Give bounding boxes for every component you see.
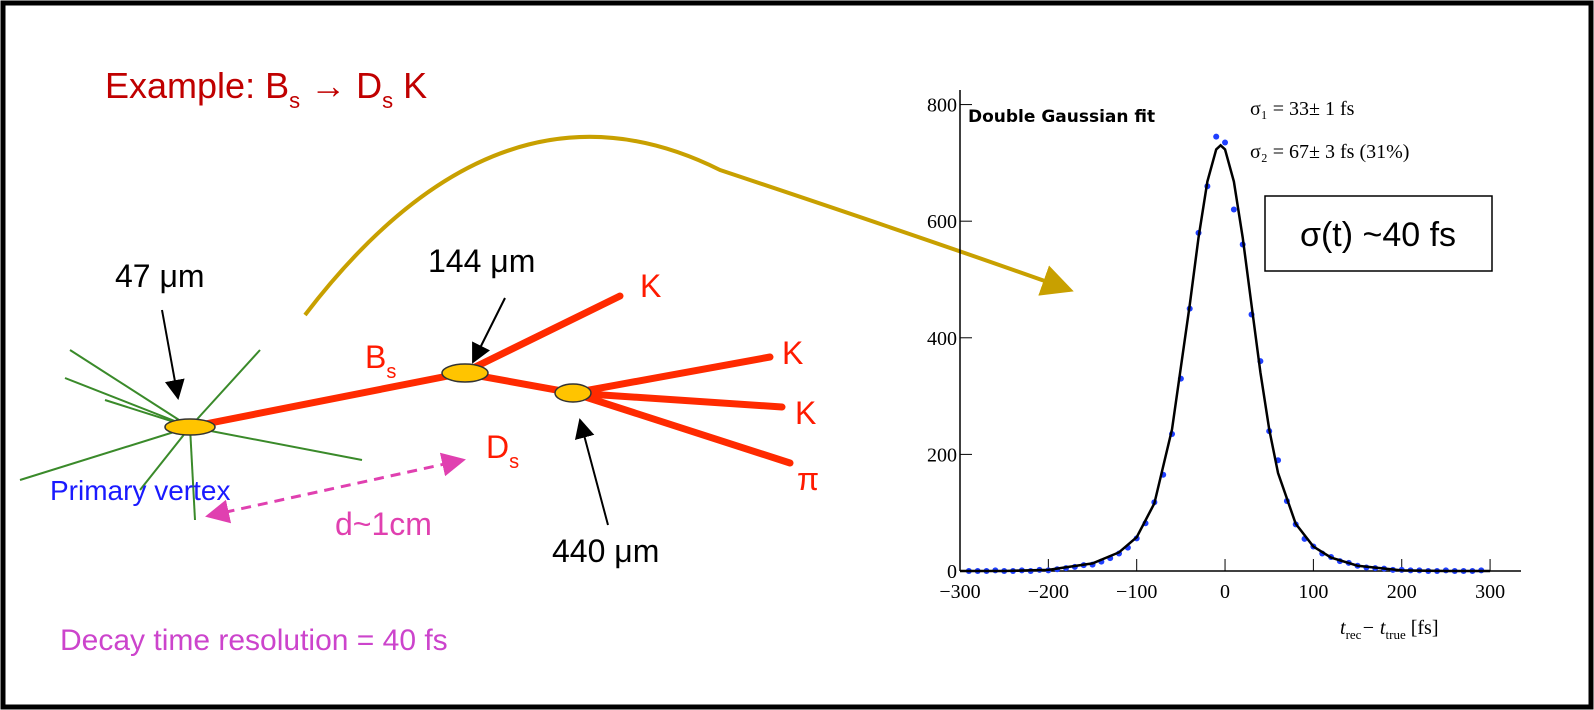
y-tick-label: 800 <box>927 95 957 117</box>
label: 47 μm <box>115 258 205 294</box>
x-tick-label: 0 <box>1220 581 1230 603</box>
label: K <box>795 395 816 431</box>
data-point <box>1231 207 1237 213</box>
sigma-label: σ(t) ~40 fs <box>1300 216 1456 254</box>
page: {"slide": { "title": {"main": "Example: … <box>0 0 1594 710</box>
y-tick-label: 0 <box>947 561 957 583</box>
x-tick-label: −100 <box>1116 581 1157 603</box>
note: Decay time resolution = 40 fs <box>60 624 448 657</box>
label: π <box>797 461 819 497</box>
slide: Example: Bs → Ds K 47 μm 144 μm 440 μm B… <box>0 0 1594 710</box>
x-tick-label: −200 <box>1028 581 1069 603</box>
label: 144 μm <box>428 243 535 279</box>
slide-title: Example: Bs → Ds K <box>105 65 427 113</box>
fit-param: σ₂ = 67± 3 fs (31%) <box>1250 141 1409 163</box>
label: K <box>640 268 661 304</box>
label: K <box>782 335 803 371</box>
label: d~1cm <box>335 506 432 542</box>
fit-param: σ₁ = 33± 1 fs <box>1250 98 1355 120</box>
data-point <box>1213 134 1219 140</box>
x-tick-label: 100 <box>1298 581 1328 603</box>
annotation: Double Gaussian fit <box>968 107 1155 127</box>
label: Primary vertex <box>50 475 230 506</box>
data-point <box>1222 139 1228 145</box>
y-tick-label: 400 <box>927 328 957 350</box>
x-tick-label: −300 <box>939 581 980 603</box>
y-tick-label: 600 <box>927 211 957 233</box>
label: 440 μm <box>552 533 659 569</box>
y-tick-label: 200 <box>927 444 957 466</box>
x-tick-label: 300 <box>1475 581 1505 603</box>
x-tick-label: 200 <box>1387 581 1417 603</box>
